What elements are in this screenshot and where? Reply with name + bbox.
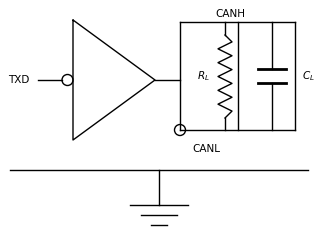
Text: CANL: CANL: [192, 144, 220, 154]
Text: TXD: TXD: [8, 75, 29, 85]
Text: $C_L$: $C_L$: [302, 69, 315, 83]
Text: $R_L$: $R_L$: [197, 69, 210, 83]
Text: CANH: CANH: [215, 9, 245, 19]
